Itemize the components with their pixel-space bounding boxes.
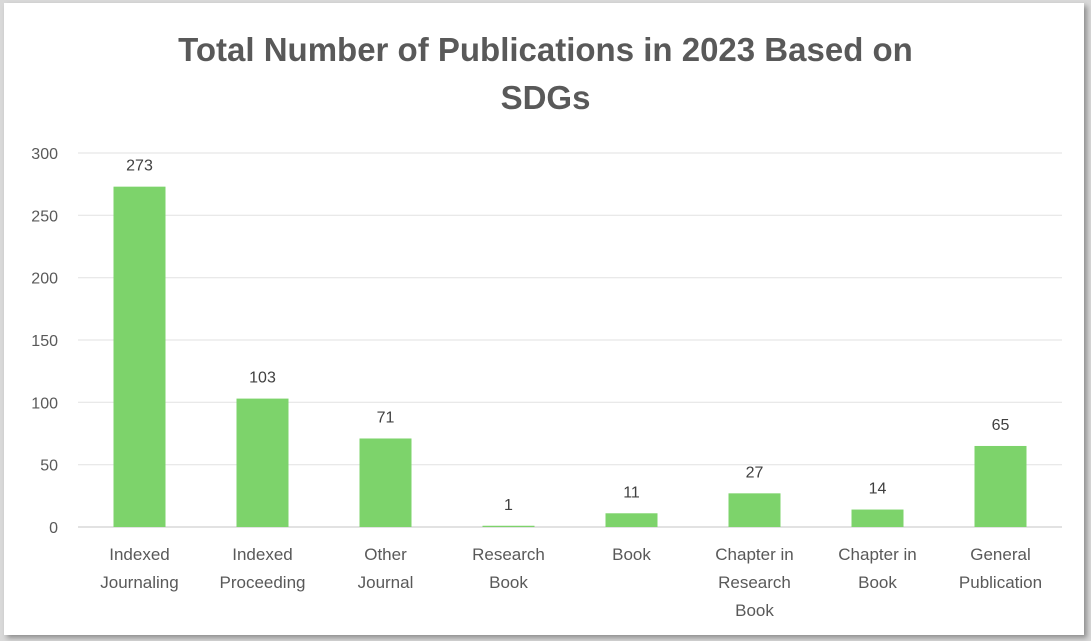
data-label: 103 xyxy=(249,370,276,387)
x-category-label-line: Book xyxy=(735,601,774,620)
x-category-label: Other Journal xyxy=(358,545,414,592)
data-label: 65 xyxy=(992,417,1010,434)
bar xyxy=(113,186,166,527)
bar xyxy=(236,398,289,527)
x-category-label-line: Journaling xyxy=(100,573,178,592)
data-label: 1 xyxy=(504,497,513,514)
data-label: 71 xyxy=(377,409,395,426)
bar xyxy=(851,509,904,527)
data-label: 14 xyxy=(869,481,887,498)
x-category-label-line: Book xyxy=(858,573,897,592)
x-category-label-line: Chapter in xyxy=(838,545,916,564)
x-category-label-line: Research xyxy=(718,573,791,592)
data-label: 273 xyxy=(126,158,153,175)
x-category-label: Chapter in Book xyxy=(838,545,916,592)
x-category-label-line: Publication xyxy=(959,573,1042,592)
x-category-label-line: Chapter in xyxy=(715,545,793,564)
x-category-label: Indexed Journaling xyxy=(100,545,178,592)
x-category-label: Chapter in Research Book xyxy=(715,545,793,620)
bar xyxy=(728,493,781,527)
x-category-label: General Publication xyxy=(959,545,1042,592)
data-label: 27 xyxy=(746,464,764,481)
x-category-label: Book xyxy=(612,545,651,564)
x-category-label-line: Proceeding xyxy=(219,573,305,592)
y-axis-tick-labels: 0 50 100 150 200 250 300 xyxy=(31,146,58,537)
chart-frame xyxy=(4,3,1084,635)
x-category-label-line: Other xyxy=(364,545,407,564)
bar xyxy=(974,445,1027,527)
data-label: 11 xyxy=(623,484,640,501)
x-axis-category-labels: Indexed Journaling Indexed Proceeding Other J… xyxy=(100,545,1042,620)
chart-title-line-1: Total Number of Publications in 2023 Bas… xyxy=(178,31,913,68)
x-category-label: Research Book xyxy=(472,545,545,592)
x-category-label-line: Indexed xyxy=(232,545,293,564)
x-category-label-line: Research xyxy=(472,545,545,564)
y-tick-label: 0 xyxy=(49,520,58,537)
x-category-label-line: Indexed xyxy=(109,545,170,564)
y-tick-label: 250 xyxy=(31,208,58,225)
x-category-label-line: Journal xyxy=(358,573,414,592)
x-category-label: Indexed Proceeding xyxy=(219,545,305,592)
bar xyxy=(359,438,412,527)
y-tick-label: 150 xyxy=(31,333,58,350)
y-tick-label: 300 xyxy=(31,146,58,163)
x-category-label-line: General xyxy=(970,545,1030,564)
y-tick-label: 200 xyxy=(31,271,58,288)
bar xyxy=(605,513,658,527)
gridlines xyxy=(78,152,1062,528)
y-tick-label: 50 xyxy=(40,458,58,475)
bar xyxy=(482,525,535,527)
chart-title: Total Number of Publications in 2023 Bas… xyxy=(0,26,1091,122)
bars xyxy=(113,186,1027,527)
chart-title-line-2: SDGs xyxy=(500,79,591,116)
x-category-label-line: Book xyxy=(489,573,528,592)
x-category-label-line: Book xyxy=(612,545,651,564)
y-tick-label: 100 xyxy=(31,395,58,412)
